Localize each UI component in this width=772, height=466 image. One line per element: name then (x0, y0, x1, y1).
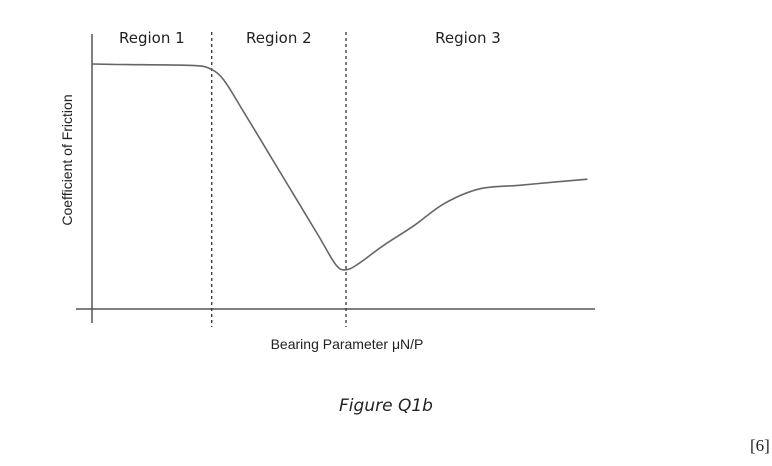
figure-caption: Figure Q1b (339, 396, 433, 416)
friction-curve (91, 63, 588, 271)
region-1-label: Region 1 (119, 29, 185, 47)
x-axis-label: Bearing Parameter μN/P (271, 336, 424, 352)
region-2-label: Region 2 (246, 29, 312, 47)
y-axis-label: Coefficient of Friction (59, 94, 75, 225)
marks-indicator: [6] (750, 436, 770, 455)
region-3-label: Region 3 (435, 29, 501, 47)
